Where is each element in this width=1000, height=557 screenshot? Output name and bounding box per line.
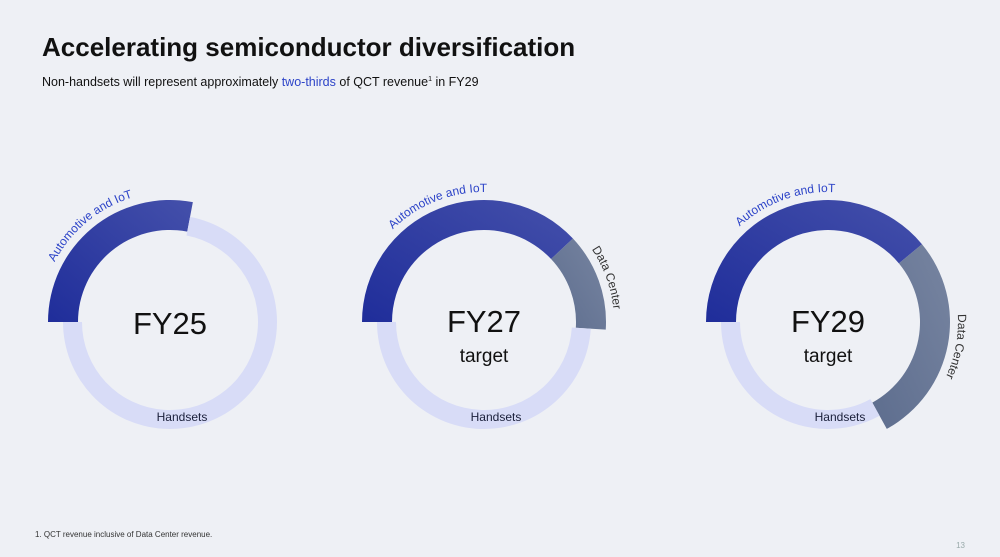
subtitle-text: Non-handsets will represent approximatel…: [42, 75, 282, 89]
slide-subtitle: Non-handsets will represent approximatel…: [42, 75, 479, 89]
segment-label: Handsets: [815, 410, 866, 424]
center-title: FY27: [447, 304, 521, 339]
subtitle-text: in FY29: [432, 75, 479, 89]
donut-segment: [377, 322, 591, 430]
donut-segment: [872, 244, 950, 429]
page-number: 13: [956, 541, 965, 550]
center-title: FY29: [791, 304, 865, 339]
slide-title: Accelerating semiconductor diversificati…: [42, 32, 575, 62]
segment-label: Handsets: [157, 410, 208, 424]
center-subtitle: target: [460, 346, 509, 367]
subtitle-highlight: two-thirds: [282, 75, 336, 89]
subtitle-text: of QCT revenue: [336, 75, 428, 89]
segment-label: Handsets: [471, 410, 522, 424]
donut-segment: [362, 200, 573, 322]
donut-segment: [706, 199, 923, 322]
footnote: 1. QCT revenue inclusive of Data Center …: [35, 530, 212, 539]
center-title: FY25: [133, 306, 207, 341]
donut-segment: [721, 322, 880, 430]
footnote-ref: 1: [428, 76, 432, 83]
donut-segment: [48, 200, 193, 322]
donut-segment: [551, 238, 606, 330]
center-subtitle: target: [804, 346, 853, 367]
